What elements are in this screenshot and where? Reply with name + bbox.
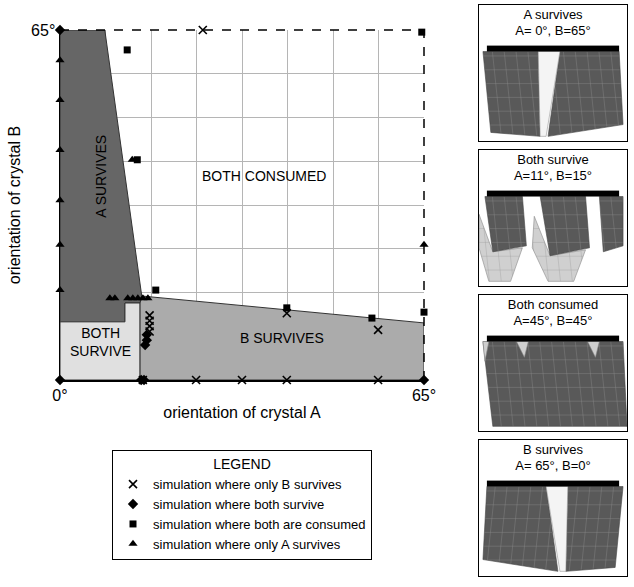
html-text:B survives: B survives [523, 442, 583, 457]
svg-text:orientation of crystal A: orientation of crystal A [163, 404, 321, 421]
html-text:A= 0°, B=65°: A= 0°, B=65° [515, 23, 591, 38]
svg-text:0°: 0° [52, 387, 67, 404]
svg-text:simulation where both are cons: simulation where both are consumed [153, 517, 365, 532]
html-text:A=45°, B=45°: A=45°, B=45° [513, 313, 593, 328]
svg-text:orientation of crystal B: orientation of crystal B [6, 126, 23, 284]
html-text:Both survive: Both survive [517, 152, 589, 167]
svg-text:simulation where only A surviv: simulation where only A survives [153, 537, 341, 552]
html-text:Both consumed: Both consumed [507, 297, 599, 312]
svg-text:simulation where only B surviv: simulation where only B survives [153, 477, 342, 492]
html-text:A survives: A survives [523, 7, 583, 22]
svg-text:BOTH CONSUMED: BOTH CONSUMED [202, 168, 326, 184]
svg-text:65°: 65° [31, 22, 55, 39]
svg-text:B SURVIVES: B SURVIVES [240, 330, 324, 346]
svg-text:LEGEND: LEGEND [213, 456, 271, 472]
svg-text:BOTHSURVIVE: BOTHSURVIVE [70, 325, 131, 359]
svg-text:A SURVIVES: A SURVIVES [93, 135, 109, 218]
html-text:A=11°, B=15°: A=11°, B=15° [513, 168, 592, 183]
html-text:A= 65°, B=0°: A= 65°, B=0° [515, 458, 591, 473]
svg-text:simulation where both survive: simulation where both survive [153, 497, 324, 512]
svg-text:65°: 65° [412, 387, 436, 404]
